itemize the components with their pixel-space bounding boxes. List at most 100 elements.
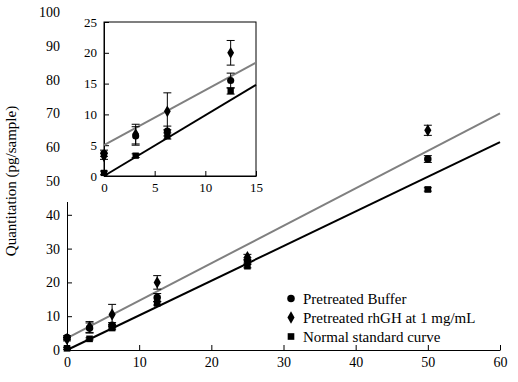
data-point [64, 345, 71, 352]
tick: 25 [84, 15, 109, 30]
legend-symbol [287, 311, 294, 323]
tick: 10 [133, 345, 147, 370]
tick: 30 [277, 345, 291, 370]
legend-symbol [288, 333, 295, 340]
tick-mark [67, 282, 72, 283]
tick-label: 20 [205, 355, 219, 370]
data-point [424, 155, 431, 162]
error-bar [86, 322, 94, 333]
error-bar [227, 88, 235, 94]
main-chart: 01020304050600102030405060708090100Quant… [3, 5, 508, 370]
data-point [164, 133, 170, 139]
data-point [244, 263, 251, 270]
error-bar [163, 133, 171, 139]
tick-label: 80 [46, 73, 60, 88]
error-bar-cap [163, 129, 171, 130]
data-point [109, 308, 116, 320]
tick-label: 10 [84, 107, 97, 122]
error-bar [227, 40, 235, 65]
tick: 5 [152, 171, 159, 195]
data-point [154, 300, 161, 307]
tick: 30 [46, 242, 72, 257]
tick: 10 [199, 171, 212, 195]
tick-label: 30 [277, 355, 291, 370]
plot-frame [104, 22, 256, 176]
error-bar-cap [132, 145, 140, 146]
tick-label: 15 [250, 180, 263, 195]
data-point [164, 105, 171, 117]
data-point [133, 153, 139, 159]
tick: 60 [494, 345, 508, 370]
tick-label: 90 [46, 39, 60, 54]
error-bar-cap [132, 143, 140, 144]
chart-svg: 01020304050600102030405060708090100Quant… [0, 0, 518, 382]
tick-label: 0 [64, 355, 71, 370]
data-point [425, 186, 432, 193]
data-point [109, 325, 116, 332]
tick: 20 [46, 275, 72, 290]
tick-label: 40 [349, 355, 363, 370]
tick-label: 10 [199, 180, 212, 195]
tick-label: 10 [46, 309, 60, 324]
data-point [244, 251, 251, 263]
plot-area [100, 40, 256, 176]
error-bar-cap [227, 40, 235, 41]
error-bar-cap [132, 124, 140, 125]
y-axis: 0510152025 [84, 15, 109, 184]
tick-label: 50 [46, 174, 60, 189]
tick-mark [205, 171, 206, 176]
tick-label: 5 [152, 180, 159, 195]
tick: 10 [46, 309, 72, 324]
tick: 40 [46, 208, 72, 223]
tick: 20 [84, 45, 109, 60]
legend-item: Normal standard curve [288, 329, 441, 345]
error-bar [227, 73, 235, 88]
tick-mark [284, 345, 285, 350]
tick-mark [428, 345, 429, 350]
data-point [101, 150, 108, 162]
legend-item: Pretreated rhGH at 1 mg/mL [287, 310, 475, 326]
tick-label: 40 [46, 208, 60, 223]
tick: 0 [53, 343, 72, 358]
tick-label: 60 [494, 355, 508, 370]
data-point [86, 336, 93, 343]
tick-label: 20 [46, 275, 60, 290]
error-bar-cap [227, 73, 235, 74]
tick: 15 [84, 76, 109, 91]
tick-mark [139, 345, 140, 350]
error-bar-cap [108, 304, 116, 305]
tick-label: 5 [91, 138, 98, 153]
tick-mark [104, 22, 109, 23]
error-bar [108, 304, 116, 324]
tick-label: 10 [133, 355, 147, 370]
tick-label: 30 [46, 242, 60, 257]
tick-mark [356, 345, 357, 350]
error-bar [132, 124, 140, 144]
axis-line [105, 176, 257, 177]
fit-line [104, 63, 256, 146]
tick-label: 0 [53, 343, 60, 358]
data-point [63, 333, 70, 345]
axis-line [68, 350, 501, 351]
tick-label: 60 [46, 140, 60, 155]
tick-mark [104, 84, 109, 85]
inset-background [64, 12, 268, 202]
tick: 10 [84, 107, 109, 122]
data-point [228, 88, 234, 94]
tick: 20 [205, 345, 219, 370]
data-point [101, 170, 107, 176]
tick-mark [500, 345, 501, 350]
y-axis-title: Quantitation (pg/sample) [3, 106, 20, 256]
inset-chart: 0510150510152025 [64, 12, 268, 202]
tick-mark [67, 215, 72, 216]
legend-label: Pretreated Buffer [303, 291, 406, 307]
error-bar-cap [153, 289, 161, 290]
error-bar [163, 93, 171, 130]
tick: 15 [250, 171, 263, 195]
fit-line [104, 85, 256, 176]
tick-label: 15 [84, 76, 97, 91]
data-point [227, 47, 234, 59]
error-bar-cap [227, 65, 235, 66]
data-point [154, 276, 161, 288]
tick-mark [155, 171, 156, 176]
